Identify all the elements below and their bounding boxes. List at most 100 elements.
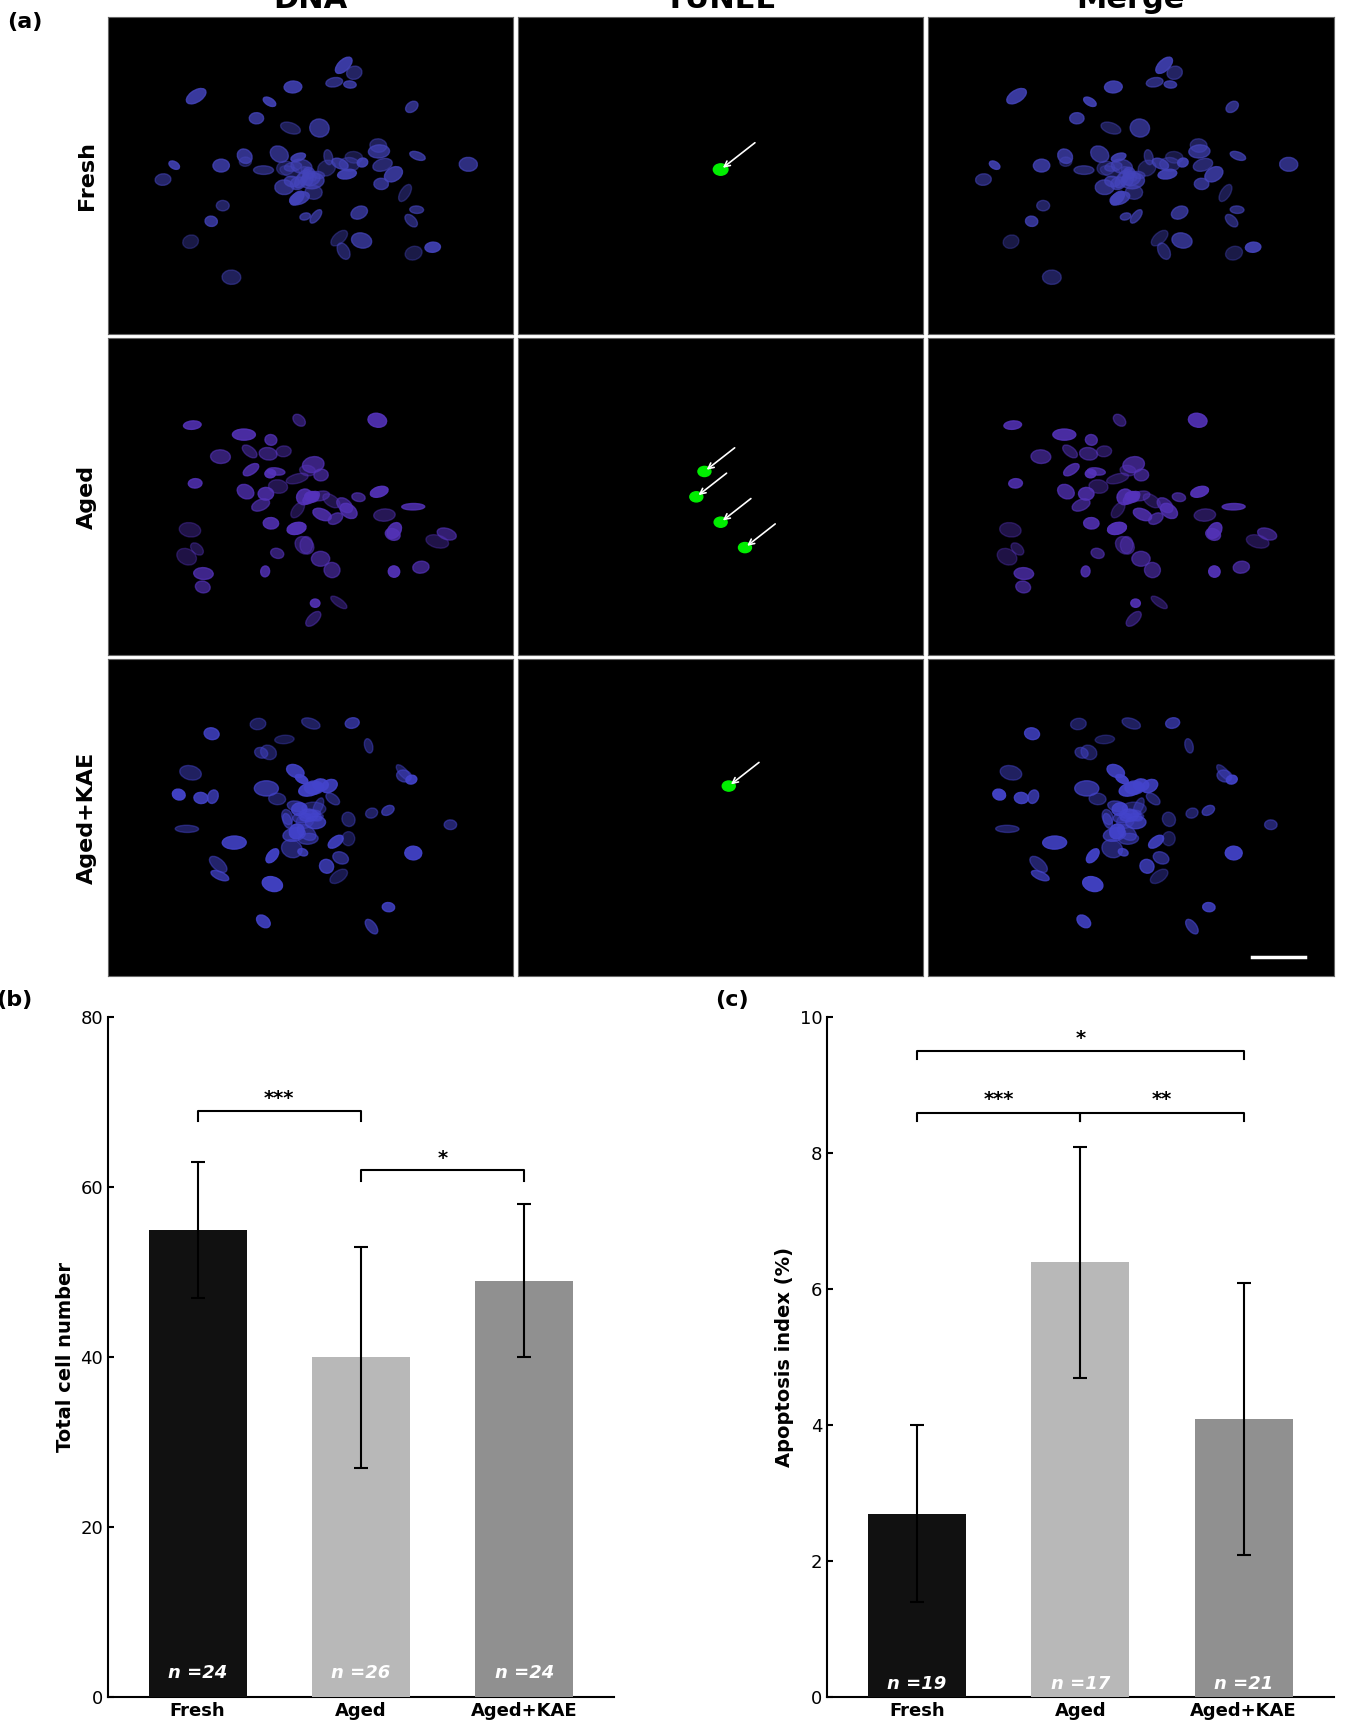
Ellipse shape: [1189, 145, 1210, 158]
Ellipse shape: [292, 812, 311, 823]
Text: (a): (a): [7, 12, 42, 33]
Ellipse shape: [999, 523, 1021, 537]
Ellipse shape: [337, 242, 350, 260]
Ellipse shape: [342, 831, 354, 845]
Ellipse shape: [1091, 549, 1105, 558]
Ellipse shape: [1043, 270, 1061, 284]
Ellipse shape: [256, 914, 271, 928]
Ellipse shape: [1114, 414, 1126, 426]
Ellipse shape: [276, 161, 294, 175]
Ellipse shape: [283, 828, 306, 842]
Ellipse shape: [280, 166, 300, 177]
Ellipse shape: [1226, 847, 1242, 859]
Text: ***: ***: [264, 1089, 295, 1108]
Ellipse shape: [1193, 509, 1215, 521]
Ellipse shape: [1028, 790, 1039, 804]
Ellipse shape: [303, 170, 313, 185]
Ellipse shape: [1162, 831, 1175, 845]
Ellipse shape: [365, 920, 377, 934]
Title: Merge: Merge: [1076, 0, 1185, 14]
Ellipse shape: [1226, 215, 1238, 227]
Ellipse shape: [1060, 158, 1072, 166]
Ellipse shape: [299, 783, 322, 797]
Ellipse shape: [303, 168, 315, 178]
Ellipse shape: [1030, 856, 1048, 873]
Ellipse shape: [1125, 781, 1144, 795]
Ellipse shape: [1133, 779, 1149, 792]
Ellipse shape: [1204, 166, 1223, 182]
Text: (c): (c): [715, 991, 749, 1010]
Ellipse shape: [276, 445, 291, 457]
Ellipse shape: [373, 509, 395, 521]
Ellipse shape: [1043, 837, 1067, 849]
Ellipse shape: [331, 158, 348, 170]
Ellipse shape: [1100, 121, 1121, 133]
Ellipse shape: [1130, 120, 1149, 137]
Ellipse shape: [1122, 171, 1141, 185]
Ellipse shape: [179, 523, 201, 537]
Ellipse shape: [331, 230, 348, 246]
Ellipse shape: [352, 494, 365, 502]
Ellipse shape: [1172, 206, 1188, 220]
Ellipse shape: [1156, 57, 1172, 73]
Ellipse shape: [194, 568, 213, 580]
Ellipse shape: [209, 856, 226, 873]
Ellipse shape: [1111, 502, 1125, 518]
Ellipse shape: [1121, 537, 1133, 554]
Ellipse shape: [438, 528, 457, 540]
Ellipse shape: [1115, 170, 1129, 187]
Ellipse shape: [304, 185, 322, 199]
Ellipse shape: [1102, 809, 1113, 824]
Ellipse shape: [1037, 201, 1049, 211]
Ellipse shape: [275, 180, 294, 194]
Ellipse shape: [304, 492, 318, 502]
Ellipse shape: [295, 774, 308, 783]
Ellipse shape: [1126, 816, 1146, 828]
Ellipse shape: [1121, 213, 1131, 220]
Ellipse shape: [1004, 236, 1018, 248]
Ellipse shape: [1012, 542, 1024, 556]
Ellipse shape: [331, 596, 348, 608]
Ellipse shape: [1230, 151, 1246, 161]
Ellipse shape: [291, 177, 306, 189]
Ellipse shape: [333, 852, 349, 864]
Ellipse shape: [275, 734, 294, 743]
Ellipse shape: [1083, 518, 1099, 528]
Ellipse shape: [259, 447, 277, 461]
Ellipse shape: [1107, 800, 1126, 812]
Ellipse shape: [313, 171, 325, 178]
Ellipse shape: [252, 499, 269, 511]
Text: *: *: [438, 1148, 447, 1167]
Ellipse shape: [1071, 719, 1086, 729]
Ellipse shape: [1091, 145, 1109, 163]
Ellipse shape: [388, 566, 400, 577]
Ellipse shape: [194, 792, 207, 804]
Ellipse shape: [339, 158, 360, 171]
Ellipse shape: [1107, 523, 1126, 535]
Ellipse shape: [323, 149, 333, 165]
Ellipse shape: [1006, 88, 1026, 104]
Ellipse shape: [1226, 246, 1242, 260]
Ellipse shape: [1123, 457, 1145, 473]
Ellipse shape: [283, 814, 292, 828]
Ellipse shape: [1133, 798, 1144, 816]
Ellipse shape: [1033, 159, 1049, 171]
Ellipse shape: [259, 487, 273, 501]
Ellipse shape: [975, 173, 991, 185]
Ellipse shape: [251, 719, 265, 729]
Ellipse shape: [298, 833, 318, 843]
Ellipse shape: [326, 78, 342, 87]
Ellipse shape: [1144, 494, 1160, 507]
Ellipse shape: [426, 535, 449, 549]
Ellipse shape: [339, 504, 357, 518]
Ellipse shape: [211, 871, 229, 882]
Ellipse shape: [189, 478, 202, 488]
Ellipse shape: [345, 151, 362, 163]
Ellipse shape: [459, 158, 477, 171]
Ellipse shape: [1208, 566, 1220, 577]
Ellipse shape: [1161, 504, 1177, 518]
Ellipse shape: [284, 163, 302, 171]
Ellipse shape: [1191, 139, 1207, 152]
Ellipse shape: [155, 173, 171, 185]
Circle shape: [714, 518, 727, 527]
